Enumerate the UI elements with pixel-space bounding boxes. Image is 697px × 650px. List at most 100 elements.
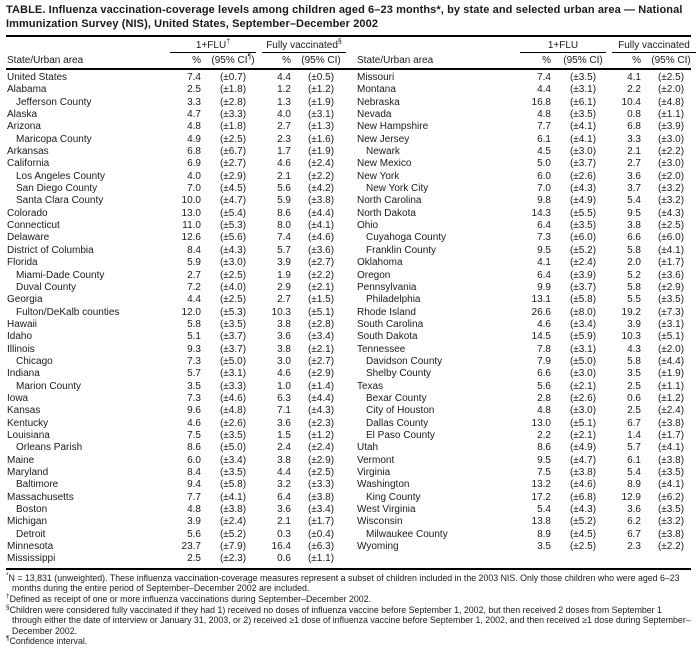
table-row: Cuyahoga County 7.3 (±6.0) 6.6 (±6.0) — [356, 232, 696, 244]
flu-pct-cell: 7.5 — [187, 429, 201, 441]
flu-ci-cell: (±5.6) — [219, 232, 247, 244]
table-row: Michigan 3.9 (±2.4) 2.1 (±1.7) — [6, 516, 346, 528]
flu-pct-cell: 4.5 — [537, 146, 551, 158]
fully-vaccinated-ci-cell: (±2.5) — [657, 72, 685, 83]
fully-vaccinated-ci-cell: (±4.4) — [307, 392, 335, 404]
table-row: Kansas 9.6 (±4.8) 7.1 (±4.3) — [6, 405, 346, 417]
fully-vaccinated-ci-cell: (±2.5) — [657, 220, 685, 232]
fully-vaccinated-ci-cell: (±2.0) — [657, 84, 685, 96]
flu-ci-cell: (±3.5) — [219, 429, 247, 441]
area-name: North Dakota — [357, 207, 416, 219]
fully-vaccinated-pct-cell: 1.2 — [277, 84, 291, 96]
fully-vaccinated-pct-cell: 2.0 — [627, 257, 641, 269]
table-row: Pennsylvania 9.9 (±3.7) 5.8 (±2.9) — [356, 282, 696, 294]
footnotes: *N = 13,831 (unweighted). These influenz… — [6, 572, 691, 647]
table-row: Dallas County 13.0 (±5.1) 6.7 (±3.8) — [356, 418, 696, 430]
fully-vaccinated-ci-cell: (±0.4) — [307, 528, 335, 540]
flu-ci-cell: (±5.9) — [569, 331, 597, 343]
flu-pct-cell: 6.6 — [537, 368, 551, 380]
flu-ci-cell: (±7.9) — [219, 541, 247, 553]
fully-vaccinated-pct-cell: 4.3 — [627, 343, 641, 355]
fully-vaccinated-ci-cell: (±6.0) — [657, 232, 685, 244]
table-header-right: 1+FLU Fully vaccinated State/Urban area … — [356, 39, 696, 67]
flu-pct-cell: 13.8 — [531, 516, 551, 528]
fully-vaccinated-pct-cell: 2.9 — [277, 281, 291, 293]
flu-pct-cell: 5.6 — [537, 380, 551, 392]
group-header-1plus-flu: 1+FLU — [520, 40, 606, 53]
table-row: New York 6.0 (±2.6) 3.6 (±2.0) — [356, 171, 696, 183]
table-row: Baltimore 9.4 (±5.8) 3.2 (±3.3) — [6, 479, 346, 491]
area-name: Oregon — [357, 269, 391, 281]
fully-vaccinated-pct-cell: 3.7 — [627, 183, 641, 195]
group-label: 1+FLU — [195, 40, 227, 51]
group-header-row: 1+FLU† Fully vaccinated§ — [6, 39, 346, 53]
fully-vaccinated-pct-cell: 8.9 — [627, 479, 641, 491]
flu-pct-cell: 4.1 — [537, 257, 551, 269]
flu-pct-cell: 6.0 — [187, 454, 201, 466]
table-row: City of Houston 4.8 (±3.0) 2.5 (±2.4) — [356, 405, 696, 417]
fully-vaccinated-ci-cell: (±1.7) — [657, 257, 685, 269]
fully-vaccinated-ci-cell: (±2.2) — [307, 170, 335, 182]
flu-ci-cell: (±4.1) — [569, 121, 597, 133]
table-row: Hawaii 5.8 (±3.5) 3.8 (±2.8) — [6, 319, 346, 331]
fully-vaccinated-pct-cell: 1.7 — [277, 146, 291, 158]
fully-vaccinated-ci-cell: (±1.2) — [307, 429, 335, 441]
footnote-text: N = 13,831 (unweighted). These influenza… — [8, 572, 680, 594]
flu-pct-cell: 12.0 — [181, 306, 201, 318]
fully-vaccinated-ci-cell: (±4.4) — [307, 207, 335, 219]
fully-vaccinated-ci-cell: (±2.9) — [307, 368, 335, 380]
table-row: Santa Clara County 10.0 (±4.7) 5.9 (±3.8) — [6, 195, 346, 207]
table-row: Louisiana 7.5 (±3.5) 1.5 (±1.2) — [6, 430, 346, 442]
fully-vaccinated-ci-cell: (±4.1) — [307, 220, 335, 232]
flu-ci-cell: (±5.5) — [569, 207, 597, 219]
area-name: Los Angeles County — [16, 170, 105, 182]
flu-pct-cell: 9.9 — [537, 281, 551, 293]
flu-pct-cell: 9.8 — [537, 195, 551, 207]
fully-vaccinated-ci-cell: (±1.9) — [307, 146, 335, 158]
area-name: Marion County — [16, 380, 82, 392]
column-header-pct: % — [632, 55, 641, 66]
area-name: Minnesota — [7, 541, 54, 553]
flu-ci-cell: (±1.8) — [219, 84, 247, 96]
table-row: Milwaukee County 8.9 (±4.5) 6.7 (±3.8) — [356, 529, 696, 541]
flu-ci-cell: (±2.8) — [219, 96, 247, 108]
area-name: Oklahoma — [357, 257, 403, 269]
area-name: Vermont — [357, 454, 395, 466]
area-name: Milwaukee County — [366, 528, 448, 540]
flu-ci-cell: (±2.5) — [219, 294, 247, 306]
flu-ci-cell: (±2.4) — [219, 516, 247, 528]
flu-ci-cell: (±2.4) — [569, 257, 597, 269]
area-name: New York City — [366, 183, 429, 195]
fully-vaccinated-ci-cell: (±3.2) — [657, 195, 685, 207]
area-name: United States — [7, 72, 68, 83]
fully-vaccinated-ci-cell: (±3.0) — [657, 133, 685, 145]
area-name: Miami-Dade County — [16, 269, 105, 281]
flu-pct-cell: 4.9 — [187, 133, 201, 145]
fully-vaccinated-ci-cell: (±2.4) — [657, 405, 685, 417]
fully-vaccinated-pct-cell: 4.0 — [277, 109, 291, 121]
table-row: Boston 4.8 (±3.8) 3.6 (±3.4) — [6, 504, 346, 516]
table-row: Miami-Dade County 2.7 (±2.5) 1.9 (±2.2) — [6, 270, 346, 282]
flu-pct-cell: 26.6 — [531, 306, 551, 318]
fully-vaccinated-pct-cell: 2.3 — [627, 541, 641, 553]
fully-vaccinated-ci-cell: (±0.5) — [307, 72, 335, 83]
flu-pct-cell: 13.1 — [531, 294, 551, 306]
flu-pct-cell: 4.0 — [187, 170, 201, 182]
fully-vaccinated-pct-cell: 10.4 — [621, 96, 641, 108]
group-label: Fully vaccinated — [618, 40, 690, 51]
table-row: New Mexico 5.0 (±3.7) 2.7 (±3.0) — [356, 158, 696, 170]
fully-vaccinated-pct-cell: 3.8 — [277, 318, 291, 330]
fully-vaccinated-ci-cell: (±2.4) — [307, 158, 335, 170]
flu-ci-cell: (±3.1) — [219, 368, 247, 380]
area-name: Arizona — [7, 121, 41, 133]
flu-ci-cell: (±5.0) — [219, 355, 247, 367]
fully-vaccinated-pct-cell: 8.0 — [277, 220, 291, 232]
flu-ci-cell: (±4.7) — [569, 454, 597, 466]
fully-vaccinated-pct-cell: 6.7 — [627, 528, 641, 540]
table-row: Vermont 9.5 (±4.7) 6.1 (±3.8) — [356, 455, 696, 467]
flu-ci-cell: (±2.9) — [219, 170, 247, 182]
footnote-text: Confidence interval. — [9, 636, 88, 647]
fully-vaccinated-ci-cell: (±2.0) — [657, 170, 685, 182]
area-name: Florida — [7, 257, 38, 269]
area-name: Rhode Island — [357, 306, 416, 318]
